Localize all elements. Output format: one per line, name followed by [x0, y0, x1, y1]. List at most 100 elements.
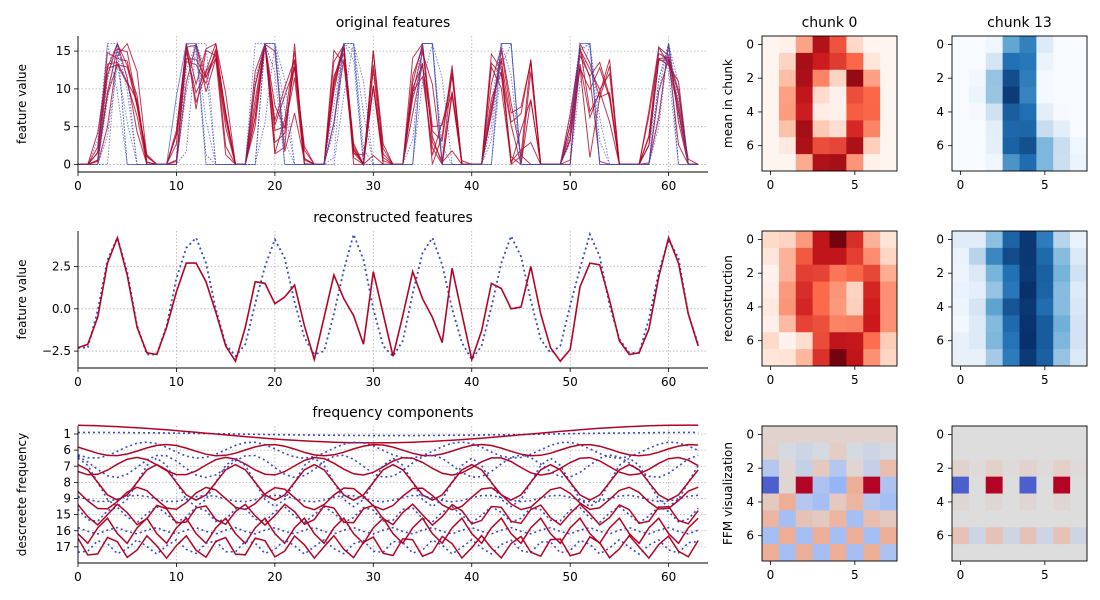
heatmap-cell — [880, 426, 898, 444]
heatmap-cell — [812, 264, 830, 283]
series-line-2 — [78, 42, 699, 166]
component-line-red-16 — [77, 517, 699, 545]
heatmap-cell — [1019, 332, 1037, 350]
heatmap-cell — [829, 36, 847, 54]
heatmap-cell — [778, 264, 797, 283]
heatmap-cell — [1019, 527, 1037, 545]
heatmap-cell — [778, 544, 797, 562]
heatmap-cell — [829, 476, 847, 494]
heatmap-cell — [1053, 264, 1071, 283]
heatmap-cell — [1036, 493, 1054, 511]
heatmap-cell — [778, 493, 797, 511]
heatmap-cell — [863, 231, 881, 249]
heatmap-cell — [762, 69, 780, 88]
y-tick-label: 0 — [746, 232, 754, 246]
heatmap-cell — [1002, 332, 1020, 350]
chart-title: reconstructed features — [313, 210, 473, 226]
y-tick-label: 16 — [56, 524, 71, 538]
heatmap-cell — [968, 332, 987, 350]
heatmap-cell — [778, 527, 797, 545]
heatmap-cell — [795, 231, 814, 249]
heatmap-cell — [985, 298, 1004, 316]
y-tick-label: 15 — [56, 44, 71, 58]
y-tick-label: 2.5 — [52, 260, 71, 274]
heatmap-cell — [812, 298, 830, 316]
heatmap-cell — [985, 154, 1004, 172]
heatmap-cell — [952, 36, 970, 54]
heatmap-cell — [795, 510, 814, 528]
heatmap-cell — [952, 298, 970, 316]
heatmap-cell — [795, 459, 814, 478]
series-line-blue — [78, 231, 700, 362]
heatmap-cell — [846, 510, 864, 528]
heatmap-cell — [985, 332, 1004, 350]
heatmap-cell — [1002, 527, 1020, 545]
heatmap-cell — [762, 493, 780, 511]
heatmap-cell — [880, 442, 898, 461]
heatmap-cell — [846, 120, 864, 138]
x-tick-label: 60 — [661, 179, 676, 193]
heatmap-cell — [968, 52, 987, 71]
heatmap-cell — [1002, 103, 1020, 121]
heatmap-cell — [1036, 247, 1054, 266]
heatmap-cell — [1053, 281, 1071, 299]
heatmap-cell — [968, 231, 987, 249]
x-tick-label: 5 — [851, 178, 859, 192]
x-tick-label: 60 — [661, 375, 676, 389]
heatmap-cell — [863, 103, 881, 121]
x-tick-label: 40 — [464, 179, 479, 193]
heatmap-5: 0 5 0 2 4 6 reconstruction — [721, 230, 898, 387]
heatmap-cell — [863, 86, 881, 104]
heatmap-cell — [985, 442, 1004, 461]
heatmap-cell — [1019, 426, 1037, 444]
heatmap-cell — [1053, 103, 1071, 121]
heatmap-cell — [952, 332, 970, 350]
heatmap-cell — [985, 510, 1004, 528]
heatmap-cell — [762, 52, 780, 71]
heatmap-cell — [985, 52, 1004, 71]
y-tick-label: 4 — [936, 105, 944, 119]
heatmap-cell — [829, 426, 847, 444]
component-line-red-6 — [77, 443, 699, 457]
heatmap-cell — [1036, 120, 1054, 138]
x-tick-label: 0 — [957, 568, 965, 582]
heatmap-cell — [1002, 231, 1020, 249]
heatmap-cell — [812, 315, 830, 333]
heatmap-cell — [829, 120, 847, 138]
x-tick-label: 0 — [767, 373, 775, 387]
heatmap-cell — [812, 231, 830, 249]
heatmap-cell — [795, 527, 814, 545]
y-tick-label: 4 — [936, 495, 944, 509]
heatmap-cell — [1002, 510, 1020, 528]
series-line-1 — [78, 42, 699, 166]
component-line-blue-9 — [77, 494, 699, 503]
heatmap-cell — [880, 86, 898, 104]
heatmap-cell — [812, 247, 830, 266]
heatmap-cell — [1070, 154, 1088, 172]
heatmap-cell — [829, 103, 847, 121]
heatmap-3: 0 5 0 2 4 6 chunk 0 mean in chunk — [721, 15, 898, 192]
heatmap-cell — [880, 103, 898, 121]
heatmap-cell — [1036, 527, 1054, 545]
heatmap-cell — [1070, 493, 1088, 511]
heatmap-cell — [880, 298, 898, 316]
heatmap-cell — [846, 86, 864, 104]
heatmap-cell — [795, 281, 814, 299]
heatmap-cell — [985, 349, 1004, 367]
heatmap-cell — [1070, 459, 1088, 478]
heatmap-cell — [863, 493, 881, 511]
heatmap-cell — [778, 426, 797, 444]
heatmap-cell — [880, 52, 898, 71]
heatmap-cell — [968, 264, 987, 283]
heatmap-cell — [1053, 231, 1071, 249]
heatmap-cell — [863, 459, 881, 478]
heatmap-cell — [846, 476, 864, 494]
heatmap-cell — [1002, 459, 1020, 478]
heatmap-cell — [863, 247, 881, 266]
heatmap-cell — [778, 349, 797, 367]
heatmap-cell — [863, 349, 881, 367]
heatmap-cell — [846, 332, 864, 350]
y-axis-label: feature value — [15, 260, 29, 340]
heatmap-cell — [863, 332, 881, 350]
heatmap-cell — [880, 247, 898, 266]
